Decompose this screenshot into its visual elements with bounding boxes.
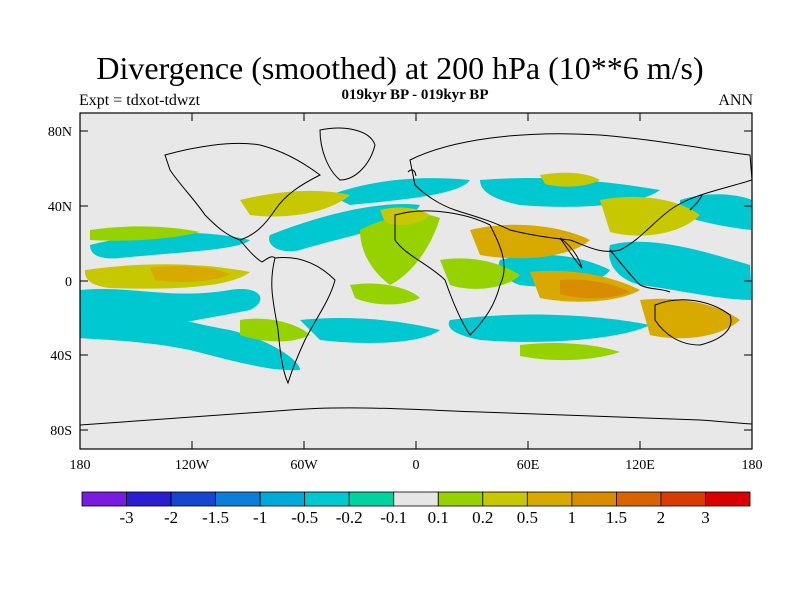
colorbar-label: -3 bbox=[119, 508, 133, 527]
colorbar-label: 0.2 bbox=[472, 508, 493, 527]
contour-negative-s-indian bbox=[448, 314, 650, 342]
colorbar-label: 3 bbox=[701, 508, 710, 527]
x-tick-label: 180 bbox=[742, 458, 763, 473]
contour-positive-arabia bbox=[470, 224, 590, 259]
colorbar-swatch bbox=[348, 491, 395, 507]
contour-negative-ne-pacific bbox=[680, 194, 752, 230]
colorbar-swatch bbox=[437, 491, 484, 507]
x-tick-label: 60E bbox=[517, 458, 540, 473]
coastline-south-america bbox=[271, 256, 336, 385]
coastline-antarctica bbox=[80, 407, 752, 426]
coastline-australia bbox=[654, 299, 732, 346]
colorbar-label: -1 bbox=[253, 508, 267, 527]
colorbar-label: 0.5 bbox=[517, 508, 538, 527]
colorbar-swatch bbox=[705, 491, 751, 507]
coastline-africa bbox=[394, 210, 505, 336]
colorbar-label: 2 bbox=[657, 508, 666, 527]
y-tick-label: 80N bbox=[48, 125, 72, 140]
contour-positive-atlantic-diag bbox=[360, 214, 440, 285]
coastline-uk bbox=[407, 169, 417, 177]
colorbar-swatch bbox=[571, 491, 617, 507]
coastline-india bbox=[559, 237, 583, 269]
y-tick-label: 40N bbox=[48, 200, 72, 215]
contour-positive-africa bbox=[440, 258, 520, 289]
colorbar-swatch bbox=[616, 491, 662, 507]
period-label: ANN bbox=[718, 92, 753, 109]
contour-positive-australia bbox=[640, 298, 740, 339]
contour-positive-s-atlantic bbox=[350, 283, 420, 305]
contour-negative-south-pacific bbox=[80, 304, 300, 371]
contour-positive-s-indian bbox=[520, 342, 620, 361]
y-tick-label: 40S bbox=[50, 349, 72, 364]
y-tick-label: 80S bbox=[50, 424, 72, 439]
colorbar-label: -2 bbox=[164, 508, 178, 527]
divergence-field bbox=[80, 172, 752, 371]
y-tick-label: 0 bbox=[65, 275, 72, 290]
coastline-greenland bbox=[319, 127, 376, 181]
colorbar-label: -0.1 bbox=[380, 508, 407, 527]
colorbar-label: 0.1 bbox=[428, 508, 449, 527]
x-tick-label: 0 bbox=[413, 458, 420, 473]
colorbar-swatch bbox=[304, 491, 350, 507]
colorbar-swatch bbox=[170, 491, 216, 507]
contour-positive-subtropic-pacific bbox=[90, 226, 200, 241]
colorbar-label: 1.5 bbox=[606, 508, 627, 527]
coastline-north-america bbox=[164, 142, 321, 241]
contour-positive-s-pacific bbox=[240, 318, 310, 342]
coastline-central-america bbox=[239, 239, 276, 263]
x-tick-label: 180 bbox=[70, 458, 91, 473]
colorbar-swatch bbox=[526, 491, 573, 507]
coastlines bbox=[80, 127, 752, 426]
experiment-label: Expt = tdxot-tdwzt bbox=[79, 92, 201, 109]
contour-positive-n-africa bbox=[380, 207, 430, 226]
colorbar-label: 1 bbox=[568, 508, 577, 527]
contour-positive-atlantic-band bbox=[240, 190, 350, 217]
chart-title: Divergence (smoothed) at 200 hPa (10**6 … bbox=[96, 50, 704, 86]
contour-negative-atlantic bbox=[269, 204, 420, 252]
colorbar-label: -0.2 bbox=[336, 508, 363, 527]
y-axis-ticks: 80N 40N 0 40S 80S bbox=[48, 125, 752, 439]
coastline-japan bbox=[689, 194, 703, 211]
coastline-eurasia bbox=[409, 133, 752, 252]
colorbar-swatch bbox=[660, 491, 706, 507]
colorbar-swatch bbox=[482, 491, 528, 507]
x-tick-label: 60W bbox=[290, 458, 318, 473]
colorbar: -3 -2 -1.5 -1 -0.5 -0.2 -0.1 0.1 0.2 0.5 1 1.5 2 3 bbox=[81, 491, 751, 527]
x-axis-ticks: 180 120W 60W 0 60E 120E 180 bbox=[70, 113, 763, 473]
colorbar-label: -1.5 bbox=[202, 508, 229, 527]
contour-positive-indian-core bbox=[560, 279, 630, 299]
coastline-southeast-asia bbox=[609, 249, 671, 293]
x-tick-label: 120E bbox=[625, 458, 655, 473]
colorbar-swatch bbox=[126, 491, 172, 507]
contour-positive-core-pacific bbox=[150, 266, 230, 282]
colorbar-swatch bbox=[393, 491, 439, 507]
contour-negative-maritime bbox=[609, 241, 752, 300]
colorbar-swatch bbox=[215, 491, 261, 507]
colorbar-swatch bbox=[81, 491, 127, 507]
x-tick-label: 120W bbox=[175, 458, 210, 473]
contour-negative-s-atlantic bbox=[300, 318, 440, 343]
colorbar-swatch bbox=[259, 491, 306, 507]
contour-negative-n-atlantic bbox=[330, 178, 470, 205]
colorbar-label: -0.5 bbox=[291, 508, 318, 527]
contour-positive-arctic-sub bbox=[540, 172, 600, 187]
chart-subtitle: 019kyr BP - 019kyr BP bbox=[341, 87, 489, 103]
